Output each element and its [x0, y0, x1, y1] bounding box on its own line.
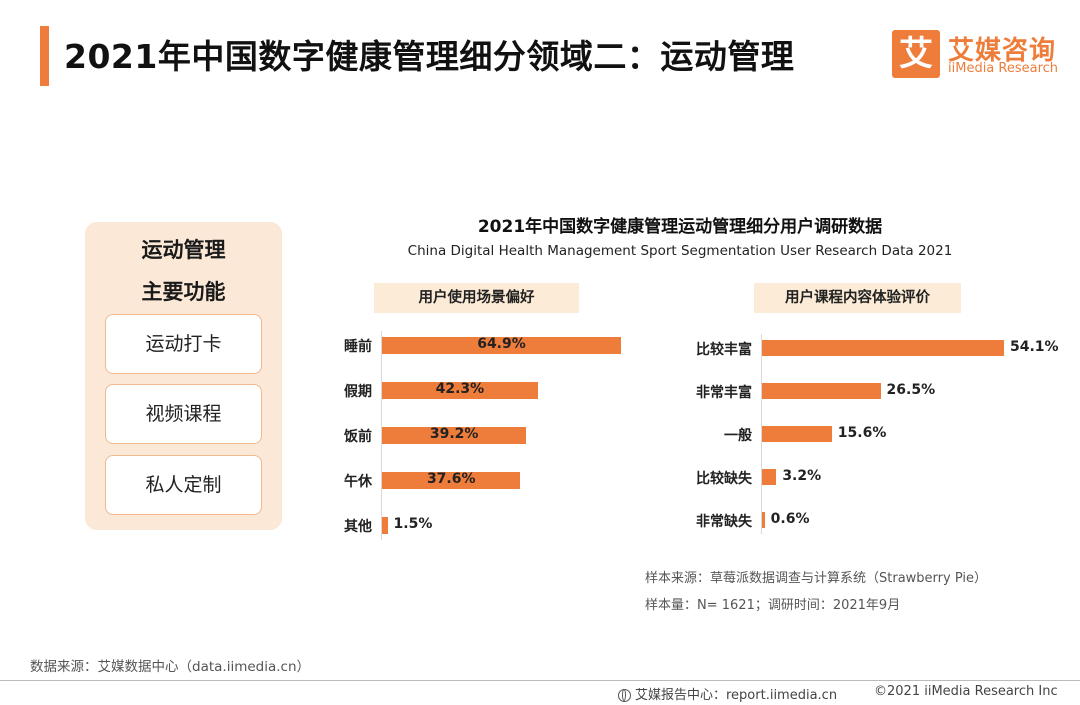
rating-bar — [762, 469, 777, 485]
usage-category-label: 午休 — [344, 474, 372, 490]
usage-bar — [382, 382, 538, 399]
functions-title-line1: 运动管理 — [141, 238, 226, 262]
rating-value-label: 26.5% — [886, 382, 936, 398]
rating-category-label: 非常丰富 — [696, 385, 752, 401]
brand-name-en: iiMedia Research — [948, 61, 1059, 76]
data-source: 数据来源：艾媒数据中心（data.iimedia.cn） — [30, 659, 311, 675]
usage-value-label: 1.5% — [393, 516, 433, 532]
functions-title-line2: 主要功能 — [141, 280, 226, 304]
function-item-custom-plan: 私人定制 — [105, 455, 262, 515]
brand-logo: 艾 艾媒咨询 iiMedia Research — [892, 30, 1072, 80]
logo-mark-icon: 艾 — [892, 30, 940, 78]
usage-bar — [382, 517, 388, 534]
rating-category-label: 一般 — [724, 428, 752, 444]
report-center-link[interactable]: 艾媒报告中心：report.iimedia.cn — [635, 688, 838, 703]
usage-value-label: 39.2% — [429, 426, 479, 442]
rating-value-label: 3.2% — [782, 468, 822, 484]
usage-bar — [382, 472, 521, 489]
rating-value-label: 15.6% — [837, 425, 887, 441]
footer-divider — [0, 680, 1080, 681]
rating-bar — [762, 512, 765, 528]
rating-category-label: 比较丰富 — [696, 342, 752, 358]
usage-category-label: 假期 — [344, 384, 372, 400]
title-accent-bar — [40, 26, 49, 86]
usage-value-label: 37.6% — [426, 471, 476, 487]
footer-copyright: ©2021 iiMedia Research Inc — [874, 684, 1058, 699]
usage-value-label: 42.3% — [435, 381, 485, 397]
axis-line — [381, 331, 382, 540]
function-item-checkin: 运动打卡 — [105, 314, 262, 374]
rating-value-label: 54.1% — [1010, 339, 1059, 355]
sample-source-note: 样本来源：草莓派数据调查与计算系统（Strawberry Pie） — [645, 571, 987, 586]
chart-title: 2021年中国数字健康管理运动管理细分用户调研数据 — [477, 217, 883, 237]
page-title: 2021年中国数字健康管理细分领域二：运动管理 — [64, 37, 795, 76]
brand-name-cn: 艾媒咨询 — [948, 36, 1057, 66]
rating-category-label: 非常缺失 — [696, 514, 752, 530]
functions-panel: 运动管理 主要功能 运动打卡 视频课程 私人定制 — [85, 222, 282, 530]
rating-value-label: 0.6% — [770, 511, 810, 527]
usage-category-label: 其他 — [344, 519, 372, 535]
rating-category-label: 比较缺失 — [696, 471, 752, 487]
globe-icon — [618, 689, 631, 702]
usage-value-label: 64.9% — [477, 336, 526, 352]
chart-subtitle: China Digital Health Management Sport Se… — [407, 243, 953, 259]
footer-report-center[interactable]: 艾媒报告中心：report.iimedia.cn — [618, 684, 837, 703]
usage-category-label: 饭前 — [344, 429, 372, 445]
rating-bar — [762, 340, 1004, 356]
rating-bar — [762, 383, 881, 399]
usage-bar — [382, 337, 621, 354]
left-chart-header: 用户使用场景偏好 — [374, 283, 579, 313]
usage-bar — [382, 427, 527, 444]
right-chart-header: 用户课程内容体验评价 — [754, 283, 961, 313]
sample-size-note: 样本量：N= 1621；调研时间：2021年9月 — [645, 598, 901, 613]
rating-bar — [762, 426, 832, 442]
usage-category-label: 睡前 — [344, 339, 372, 355]
axis-line — [761, 334, 762, 534]
function-item-video-course: 视频课程 — [105, 384, 262, 444]
